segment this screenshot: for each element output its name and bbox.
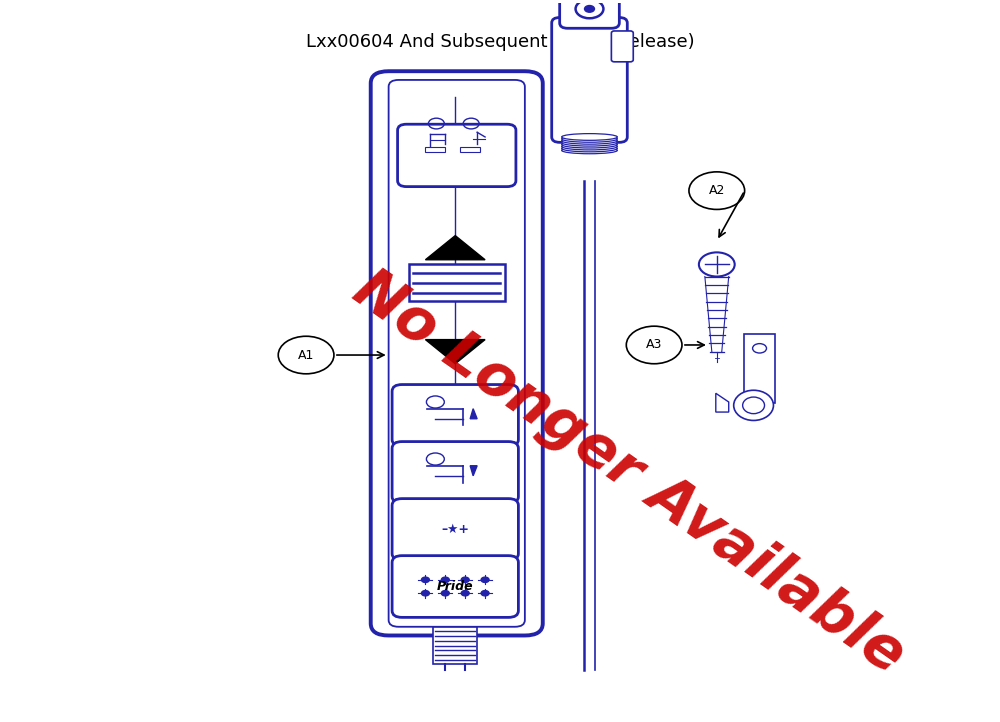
Text: No Longer Available: No Longer Available — [343, 260, 915, 684]
FancyBboxPatch shape — [409, 264, 505, 301]
FancyBboxPatch shape — [425, 147, 445, 152]
Ellipse shape — [562, 143, 617, 150]
FancyBboxPatch shape — [398, 124, 516, 186]
FancyBboxPatch shape — [460, 147, 480, 152]
FancyBboxPatch shape — [744, 334, 775, 404]
Ellipse shape — [562, 136, 617, 142]
Ellipse shape — [562, 145, 617, 152]
Circle shape — [441, 591, 449, 596]
Ellipse shape — [562, 142, 617, 148]
Ellipse shape — [734, 391, 773, 420]
Ellipse shape — [562, 139, 617, 146]
Circle shape — [461, 577, 469, 583]
Circle shape — [585, 6, 594, 12]
Text: A3: A3 — [646, 339, 662, 352]
Ellipse shape — [562, 147, 617, 154]
Circle shape — [421, 577, 429, 583]
FancyBboxPatch shape — [560, 0, 619, 28]
Circle shape — [421, 591, 429, 596]
Circle shape — [461, 591, 469, 596]
Ellipse shape — [743, 397, 765, 414]
Text: A1: A1 — [298, 349, 314, 362]
FancyBboxPatch shape — [611, 31, 633, 62]
FancyBboxPatch shape — [392, 385, 518, 446]
Polygon shape — [470, 466, 477, 476]
Polygon shape — [470, 409, 477, 419]
FancyBboxPatch shape — [392, 499, 518, 560]
Text: A2: A2 — [709, 184, 725, 197]
Text: Pride: Pride — [437, 580, 474, 593]
FancyBboxPatch shape — [552, 17, 627, 142]
Polygon shape — [716, 393, 729, 412]
Ellipse shape — [562, 137, 617, 144]
Ellipse shape — [562, 134, 617, 140]
Polygon shape — [425, 235, 485, 260]
FancyBboxPatch shape — [392, 556, 518, 617]
Circle shape — [481, 577, 489, 583]
Text: Lxx00604 And Subsequent (Quick Release): Lxx00604 And Subsequent (Quick Release) — [306, 32, 694, 51]
Circle shape — [481, 591, 489, 596]
FancyBboxPatch shape — [371, 71, 543, 635]
FancyBboxPatch shape — [433, 627, 477, 664]
Polygon shape — [425, 339, 485, 364]
Circle shape — [441, 577, 449, 583]
FancyBboxPatch shape — [392, 442, 518, 503]
Text: –★+: –★+ — [441, 523, 469, 536]
FancyBboxPatch shape — [389, 80, 525, 627]
